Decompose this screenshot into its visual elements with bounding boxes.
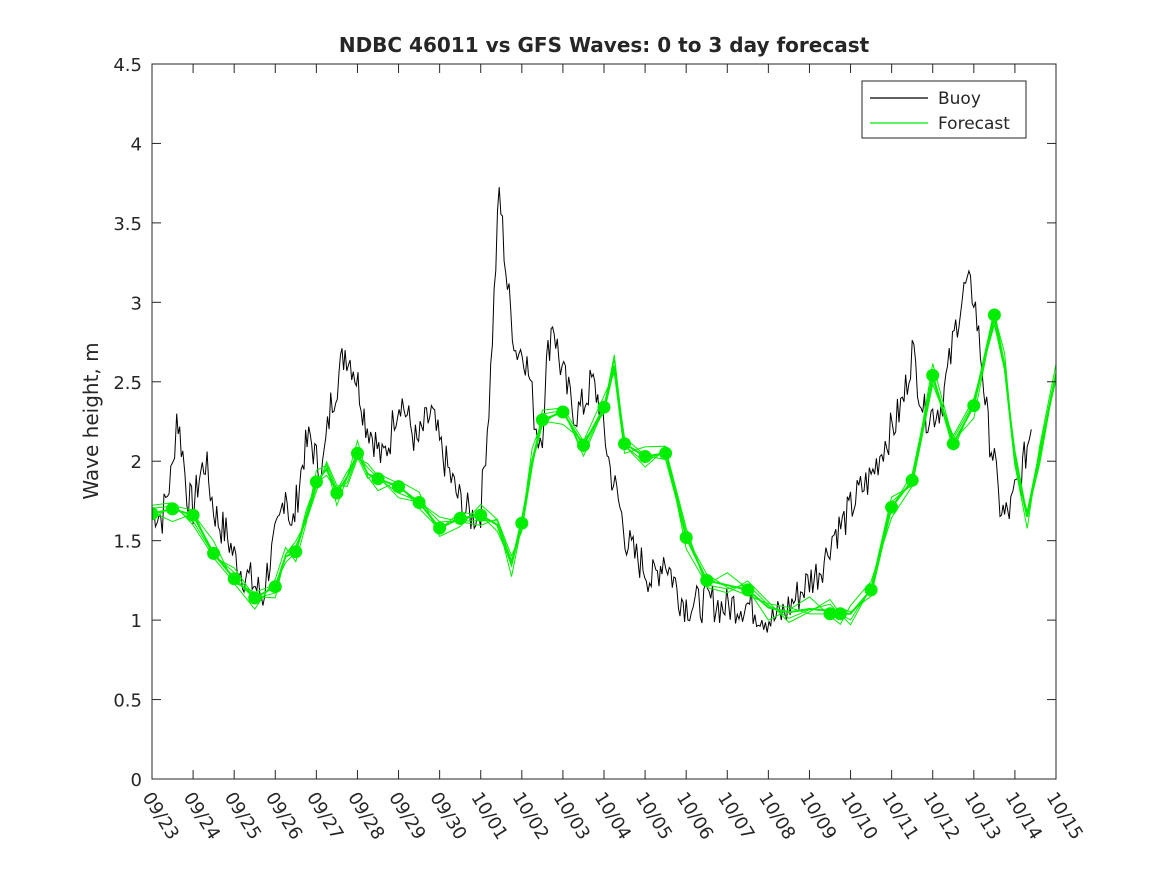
forecast-point — [741, 583, 755, 597]
forecast-point — [371, 472, 385, 486]
forecast-point — [515, 516, 529, 530]
forecast-point — [351, 446, 364, 460]
forecast-point — [309, 475, 323, 489]
legend-box — [861, 80, 1027, 139]
forecast-point — [905, 473, 919, 487]
forecast-point — [577, 438, 590, 452]
y-tick-label: 1 — [131, 611, 142, 632]
forecast-point — [833, 607, 847, 621]
forecast-point — [946, 437, 960, 451]
forecast-point — [659, 446, 673, 460]
series-layer — [152, 187, 1056, 633]
forecast-point — [289, 545, 303, 559]
forecast-point — [248, 591, 262, 605]
forecast-point — [207, 546, 221, 560]
forecast-point — [597, 400, 611, 414]
y-tick-label: 2.5 — [113, 373, 142, 394]
forecast-point — [392, 480, 405, 494]
forecast-point — [618, 437, 631, 451]
legend-label-buoy: Buoy — [938, 89, 981, 109]
y-tick-label: 4.5 — [113, 55, 142, 76]
forecast-point — [987, 308, 1001, 322]
forecast-point — [227, 572, 241, 586]
legend-label-forecast: Forecast — [938, 114, 1010, 134]
forecast-point — [186, 508, 200, 522]
y-tick-label: 1.5 — [113, 532, 142, 553]
y-tick-label: 0.5 — [113, 691, 142, 712]
forecast-point — [556, 405, 570, 419]
forecast-point — [330, 486, 344, 500]
forecast-point — [166, 502, 179, 516]
forecast-point — [152, 507, 159, 521]
y-tick-label: 3 — [131, 293, 142, 314]
chart-title: NDBC 46011 vs GFS Waves: 0 to 3 day fore… — [339, 33, 870, 57]
series-line-forecast — [152, 324, 1056, 626]
forecast-point — [679, 531, 693, 544]
forecast-point — [268, 580, 282, 594]
y-axis-label: Wave height, m — [79, 342, 103, 499]
legend: Buoy Forecast — [861, 80, 1027, 139]
forecast-point — [926, 368, 940, 382]
forecast-point — [700, 573, 714, 587]
forecast-point — [823, 607, 837, 621]
forecast-point — [453, 511, 467, 525]
series-line-buoy — [152, 187, 1032, 633]
forecast-point — [885, 500, 899, 514]
forecast-point — [474, 508, 488, 522]
forecast-point — [864, 583, 878, 597]
forecast-point — [412, 496, 426, 509]
y-tick-label: 2 — [131, 452, 142, 473]
y-tick-label: 3.5 — [113, 214, 142, 235]
forecast-point — [535, 413, 549, 427]
forecast-point — [638, 450, 652, 463]
y-tick-label: 0 — [131, 770, 142, 791]
forecast-point — [967, 399, 981, 413]
y-tick-label: 4 — [131, 134, 142, 155]
forecast-point — [433, 521, 447, 535]
